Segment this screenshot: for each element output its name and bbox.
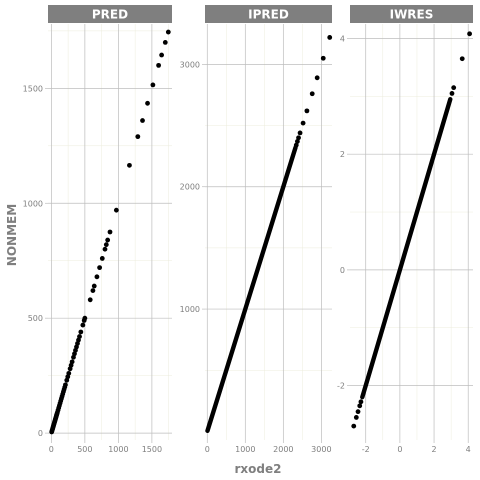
data-point <box>135 134 141 140</box>
x-tick-label: 0 <box>205 445 210 454</box>
data-point <box>156 62 161 68</box>
data-point <box>304 108 310 114</box>
facet-strip <box>48 5 172 23</box>
data-point <box>102 246 108 252</box>
data-point <box>165 29 171 35</box>
dense-points-band <box>205 145 298 434</box>
x-tick-label: 2 <box>432 445 437 454</box>
data-point <box>451 85 457 91</box>
x-tick-label: 3000 <box>311 445 331 454</box>
y-tick-label: 1000 <box>180 305 200 314</box>
data-point <box>353 415 359 420</box>
data-point <box>78 329 84 335</box>
data-point <box>69 359 75 365</box>
data-point <box>162 39 168 45</box>
y-tick-label: 1500 <box>23 84 43 93</box>
x-tick-label: 0 <box>49 445 54 454</box>
y-tick-label: 500 <box>28 314 43 323</box>
y-tick-label: -2 <box>337 382 345 391</box>
panel-ipred: IPRED 0 1000 2000 3000 1000 2000 3000 <box>180 5 333 454</box>
facet-strip <box>205 5 332 23</box>
y-axis-title: NONMEM <box>5 204 19 266</box>
data-point <box>294 139 300 144</box>
data-point <box>449 91 455 96</box>
facet-strip <box>350 5 473 23</box>
x-tick-label: 500 <box>77 445 92 454</box>
data-point <box>91 283 97 289</box>
x-tick-label: 1000 <box>235 445 255 454</box>
data-point <box>358 399 364 405</box>
data-point <box>293 142 299 148</box>
y-tick-label: 3000 <box>180 60 200 69</box>
y-tick-label: 0 <box>340 266 345 275</box>
y-tick-label: 1000 <box>23 199 43 208</box>
x-tick-label: 4 <box>466 445 471 454</box>
data-point <box>357 403 363 409</box>
data-point <box>314 75 320 81</box>
data-point <box>87 297 93 303</box>
x-tick-label: 0 <box>397 445 402 454</box>
data-point <box>99 256 105 261</box>
data-point <box>159 52 165 58</box>
data-point <box>355 409 361 415</box>
data-point <box>94 274 100 280</box>
x-axis-title: rxode2 <box>235 462 282 476</box>
data-point <box>103 242 109 248</box>
data-point <box>107 229 113 235</box>
x-tick-label: 1000 <box>108 445 128 454</box>
y-tick-label: 0 <box>38 429 43 438</box>
data-point <box>459 56 465 62</box>
y-tick-label: 2000 <box>180 183 200 192</box>
facet-strip-label: PRED <box>92 8 128 22</box>
y-tick-label: 2 <box>340 150 345 159</box>
data-point <box>113 207 119 213</box>
x-tick-label: 1500 <box>142 445 162 454</box>
data-point <box>105 237 111 243</box>
data-point <box>320 55 326 61</box>
panel-pred: PRED 0 500 1000 1500 0 500 1000 1500 <box>23 5 172 454</box>
data-point <box>90 288 96 294</box>
data-point <box>66 370 72 376</box>
data-point <box>80 322 86 328</box>
data-point <box>150 82 156 88</box>
data-point <box>327 35 333 40</box>
facet-strip-label: IPRED <box>248 8 289 22</box>
data-point <box>309 91 315 97</box>
data-point <box>351 423 357 429</box>
x-tick-label: 2000 <box>273 445 293 454</box>
data-point <box>145 100 150 106</box>
data-point <box>296 135 301 141</box>
data-point <box>127 162 132 168</box>
x-tick-label: -2 <box>362 445 370 454</box>
data-point <box>140 118 145 123</box>
data-point <box>77 334 82 339</box>
dense-points-band <box>360 97 453 400</box>
panel-iwres: IWRES -2 0 2 4 -2 0 2 4 <box>337 5 473 454</box>
data-point <box>300 120 306 126</box>
data-point <box>467 31 472 37</box>
data-point <box>297 130 303 136</box>
facet-strip-label: IWRES <box>390 8 434 22</box>
data-point <box>82 315 88 321</box>
data-point <box>63 382 68 388</box>
y-tick-label: 4 <box>340 34 345 43</box>
data-point <box>97 265 103 271</box>
